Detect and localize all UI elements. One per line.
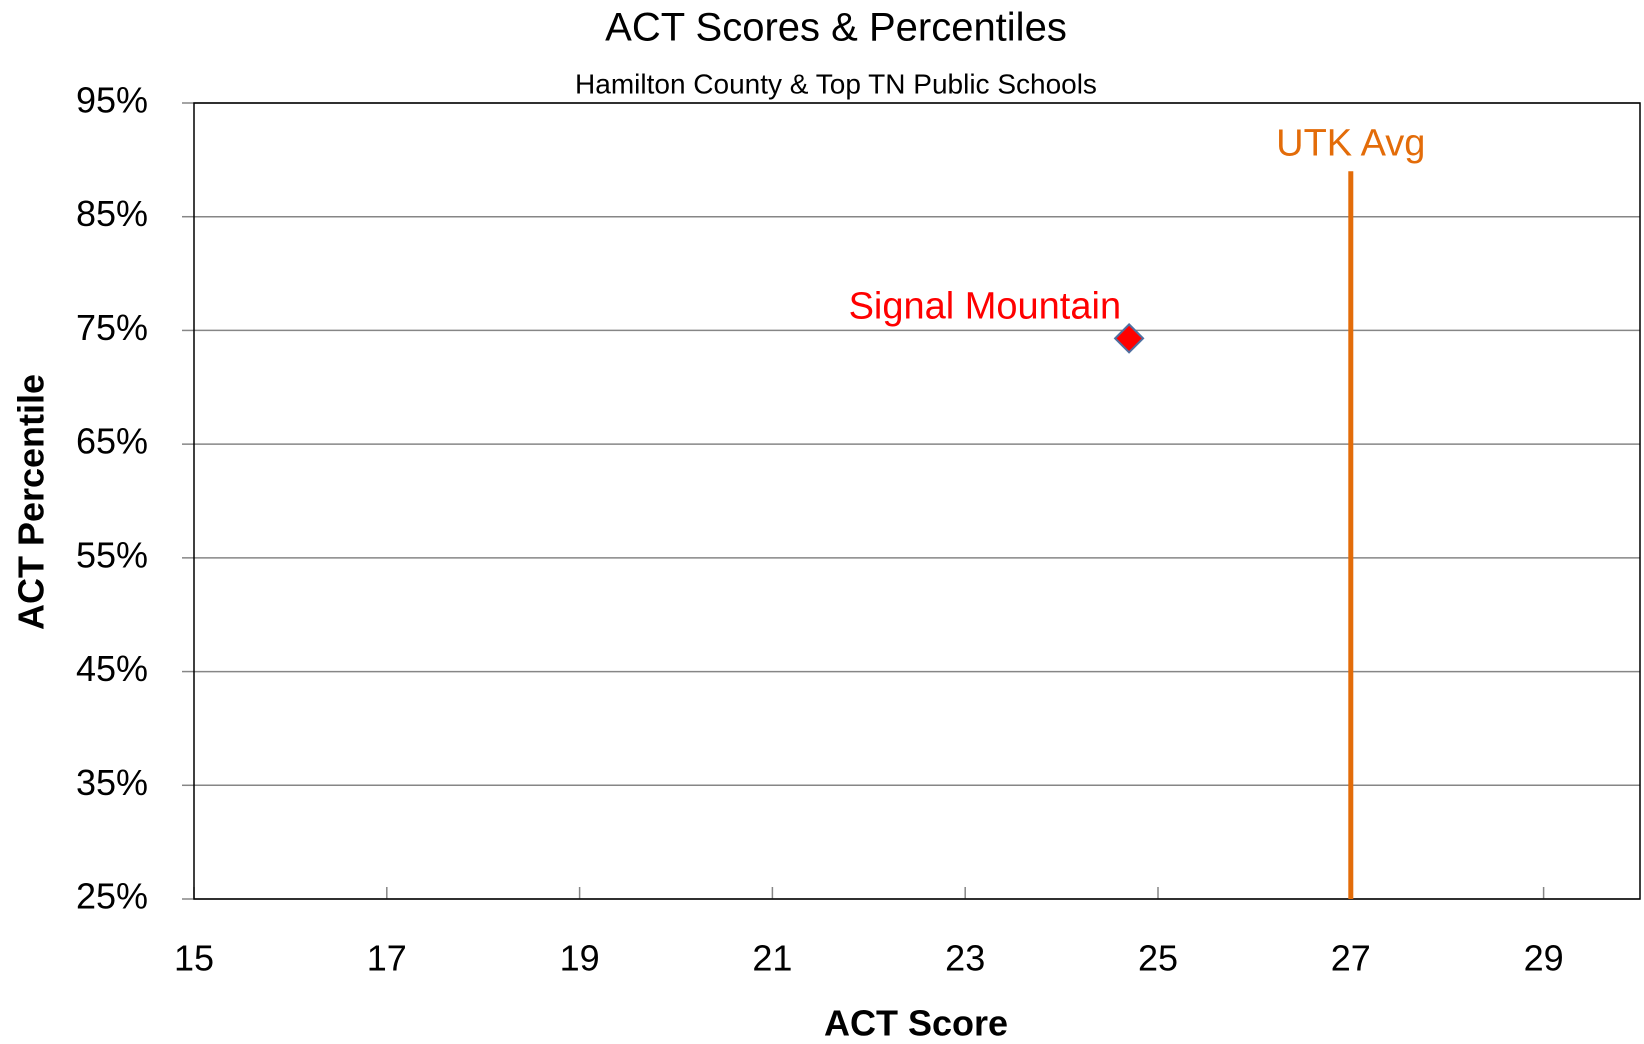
x-tick-label: 29 (1524, 938, 1564, 979)
y-tick-label: 85% (76, 193, 148, 234)
y-tick-label: 65% (76, 421, 148, 462)
y-tick-label: 25% (76, 876, 148, 917)
y-tick-label: 35% (76, 762, 148, 803)
x-tick-label: 25 (1138, 938, 1178, 979)
y-tick-label: 45% (76, 648, 148, 689)
x-tick-label: 15 (174, 938, 214, 979)
chart-subtitle: Hamilton County & Top TN Public Schools (575, 68, 1097, 99)
x-tick-label: 19 (560, 938, 600, 979)
x-tick-label: 21 (752, 938, 792, 979)
y-tick-label: 75% (76, 307, 148, 348)
y-axis-label: ACT Percentile (11, 374, 52, 630)
point (1113, 322, 1145, 354)
x-tick-label: 27 (1331, 938, 1371, 979)
x-tick-label: 17 (367, 938, 407, 979)
y-tick-label: 55% (76, 534, 148, 575)
plot-frame (193, 102, 1641, 900)
chart-title: ACT Scores & Percentiles (605, 6, 1067, 50)
x-tick-label: 23 (945, 938, 985, 979)
y-tick-label: 95% (76, 80, 148, 121)
reference-label: UTK Avg (1276, 122, 1425, 164)
point-label: Signal Mountain (849, 285, 1122, 327)
x-axis-label: ACT Score (824, 1003, 1008, 1044)
